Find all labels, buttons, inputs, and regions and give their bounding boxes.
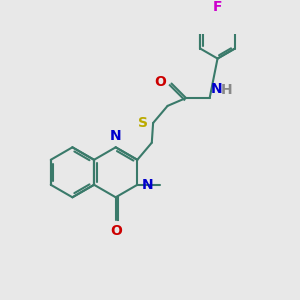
Text: N: N (211, 82, 223, 96)
Text: S: S (138, 116, 148, 130)
Text: F: F (213, 0, 222, 14)
Text: N: N (142, 178, 154, 192)
Text: H: H (221, 83, 232, 97)
Text: N: N (110, 129, 122, 142)
Text: O: O (110, 224, 122, 239)
Text: O: O (154, 75, 166, 89)
